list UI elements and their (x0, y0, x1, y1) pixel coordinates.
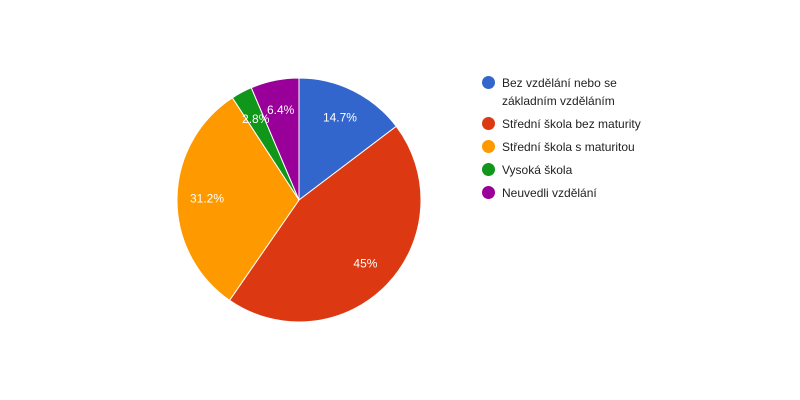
legend-item-secondary-no-maturity[interactable]: Střední škola bez maturity (482, 115, 662, 133)
slice-value-label: 6.4% (267, 103, 295, 117)
legend-item-no-education[interactable]: Bez vzdělání nebo se základním vzděláním (482, 74, 662, 110)
pie-slice-secondary-maturity[interactable] (176, 97, 300, 301)
legend-swatch-icon (482, 117, 495, 130)
legend-label: Vysoká škola (502, 163, 573, 177)
legend-item-university[interactable]: Vysoká škola (482, 161, 662, 179)
pie-slice-labels: 14.7% 45% 31.2% 2.8%6.4% (190, 103, 378, 271)
slice-value-label: 14.7% (323, 111, 357, 125)
pie-slice-secondary-no-maturity[interactable] (228, 125, 422, 323)
chart-legend: Bez vzdělání nebo se základním vzděláním… (482, 74, 782, 207)
legend-label: Neuvedli vzdělání (502, 186, 597, 200)
legend-swatch-icon (482, 140, 495, 153)
legend-swatch-icon (482, 186, 495, 199)
legend-item-secondary-maturity[interactable]: Střední škola s maturitou (482, 138, 662, 156)
pie-slices (176, 77, 422, 323)
slice-value-label: 45% (353, 257, 377, 271)
slice-value-label: 2.8% (242, 112, 270, 126)
legend-swatch-icon (482, 163, 495, 176)
slice-value-label: 31.2% (190, 192, 224, 206)
pie-slice-no-education[interactable] (298, 77, 397, 202)
legend-item-not-stated[interactable]: Neuvedli vzdělání (482, 184, 662, 202)
legend-label: Střední škola bez maturity (502, 117, 641, 131)
legend-label: Bez vzdělání nebo se základním vzděláním (502, 76, 617, 108)
legend-label: Střední škola s maturitou (502, 140, 635, 154)
legend-swatch-icon (482, 76, 495, 89)
pie-slice-not-stated[interactable] (250, 77, 300, 201)
